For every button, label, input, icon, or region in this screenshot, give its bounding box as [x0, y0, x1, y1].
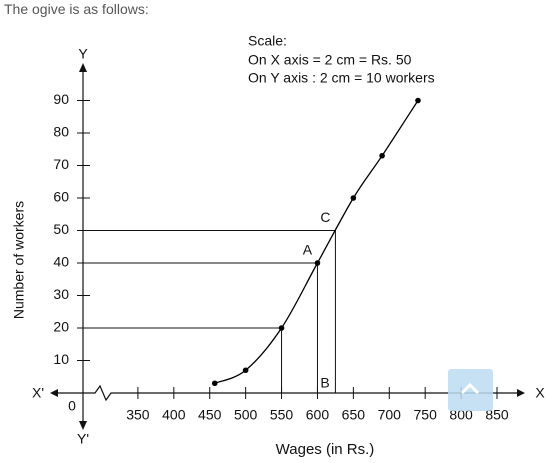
point-label: C	[320, 209, 330, 225]
scale-text: On Y axis : 2 cm = 10 workers	[248, 70, 435, 86]
y-tick-label: 10	[53, 351, 69, 367]
x-tick-label: 600	[306, 407, 330, 423]
ogive-line	[214, 100, 419, 384]
arrow	[79, 421, 87, 430]
axis-name: Y	[78, 46, 88, 62]
y-tick-label: 80	[53, 124, 69, 140]
scale-text: Scale:	[248, 33, 287, 49]
axis-name: Y'	[77, 431, 89, 447]
scale-text: On X axis = 2 cm = Rs. 50	[248, 52, 412, 68]
point-label: B	[320, 375, 329, 391]
point	[211, 380, 218, 387]
axis-name: X'	[32, 385, 44, 401]
point	[379, 152, 385, 159]
chevron-icon	[460, 382, 480, 395]
y-tick-label: 20	[53, 319, 69, 335]
y-tick-label: 40	[53, 254, 69, 270]
point-label: A	[303, 242, 313, 258]
caption: The ogive is as follows:	[4, 1, 149, 17]
y-tick-label: 90	[53, 91, 69, 107]
y-axis-label: Number of workers	[11, 201, 27, 319]
arrow	[79, 63, 87, 72]
x-tick-label: 350	[126, 407, 150, 423]
x-axis-break	[83, 384, 520, 402]
guide-line	[83, 327, 283, 393]
x-tick-label: 700	[378, 407, 402, 423]
x-tick-label: 750	[414, 407, 438, 423]
arrow	[517, 389, 525, 397]
scroll-top-button[interactable]	[448, 369, 493, 411]
point	[242, 367, 249, 374]
origin-label: 0	[68, 398, 76, 414]
x-tick-label: 400	[162, 407, 186, 423]
x-tick-label: 550	[270, 407, 294, 423]
y-tick-label: 70	[53, 156, 69, 172]
plot: 350 400 450 500 550 600 650 700 750 800 8501020304…	[53, 91, 508, 423]
point	[350, 195, 357, 201]
point	[278, 325, 285, 331]
x-axis-label: Wages (in Rs.)	[276, 441, 375, 458]
x-tick-label: 500	[234, 407, 258, 423]
y-tick-label: 30	[53, 286, 69, 302]
arrow	[50, 389, 58, 397]
y-tick-label: 50	[53, 221, 69, 237]
point	[415, 97, 421, 104]
y-tick-label: 60	[53, 189, 69, 205]
point	[314, 260, 321, 266]
guide-line	[83, 230, 336, 393]
axis-name: X	[535, 385, 545, 401]
x-tick-label: 650	[342, 407, 366, 423]
x-tick-label: 450	[198, 407, 222, 423]
